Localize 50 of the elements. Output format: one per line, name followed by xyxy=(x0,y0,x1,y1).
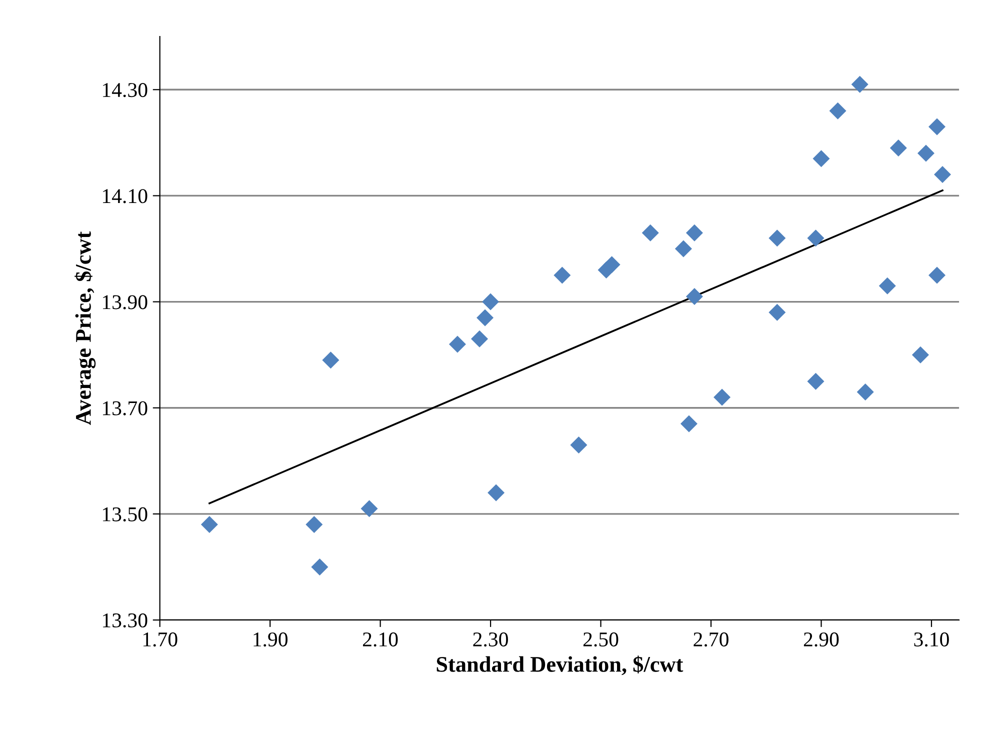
point xyxy=(807,372,824,390)
y-tick-label: 14.30 xyxy=(102,83,148,98)
point xyxy=(928,118,946,136)
point xyxy=(642,224,659,242)
point xyxy=(482,293,500,310)
point xyxy=(768,304,786,321)
x-axis-title: Standard Deviation, $/cwt xyxy=(436,656,684,676)
point xyxy=(322,352,340,369)
x-tick-label: 3.10 xyxy=(914,632,949,647)
point xyxy=(812,150,830,168)
point xyxy=(686,288,703,305)
point xyxy=(829,102,846,120)
point xyxy=(856,383,874,400)
x-tick-label: 2.50 xyxy=(583,632,618,647)
x-tick-label: 2.30 xyxy=(473,632,508,647)
point xyxy=(448,336,466,353)
point xyxy=(200,516,218,534)
y-tick-label: 14.10 xyxy=(102,189,148,204)
point xyxy=(554,266,571,284)
point xyxy=(488,484,505,502)
point xyxy=(471,330,488,348)
y-tick-label: 13.90 xyxy=(102,295,148,310)
point xyxy=(686,224,703,242)
point xyxy=(934,166,952,183)
point xyxy=(714,388,731,406)
x-tick-label: 1.70 xyxy=(143,632,178,647)
point xyxy=(890,139,907,156)
x-tick-label: 2.90 xyxy=(804,632,839,647)
point xyxy=(674,240,692,258)
point xyxy=(807,230,824,247)
x-tick-label: 2.70 xyxy=(694,632,728,647)
point xyxy=(603,256,620,274)
x-tick-label: 2.10 xyxy=(362,632,398,647)
point xyxy=(311,558,328,576)
x-tick-label: 1.90 xyxy=(254,632,288,647)
point xyxy=(912,346,929,364)
point xyxy=(306,516,323,534)
point xyxy=(570,436,588,454)
point xyxy=(917,144,934,162)
point xyxy=(476,309,494,326)
y-tick-label: 13.70 xyxy=(102,401,148,416)
point xyxy=(928,266,946,284)
point xyxy=(680,415,698,432)
point xyxy=(878,277,896,294)
y-tick-label: 13.50 xyxy=(102,507,148,522)
point xyxy=(851,76,868,93)
point xyxy=(360,500,378,518)
y-axis-title: Average Price, $/cwt xyxy=(74,231,96,426)
point xyxy=(768,230,786,247)
y-tick-label: 13.30 xyxy=(102,613,148,628)
